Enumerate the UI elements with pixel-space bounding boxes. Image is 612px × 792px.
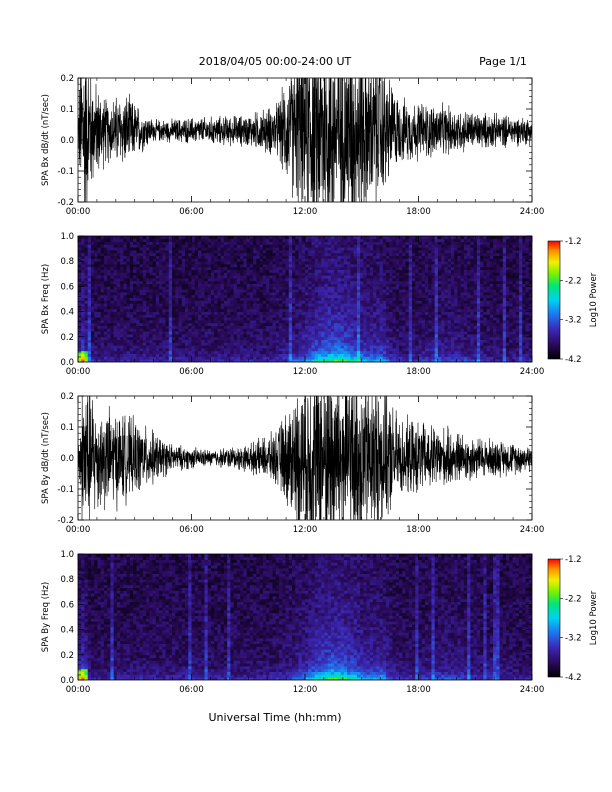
by-waveform-panel: 00:00 06:00 12:00 18:00 24:00 -0.2 -0.1 0.0 0.1 0…: [41, 392, 545, 535]
by-spectrogram-panel: 00:00 06:00 12:00 18:00 24:00 0.0 0.2 0.4 0.6 0.8…: [41, 550, 599, 695]
colorbar-tick-label: -3.2: [565, 634, 582, 644]
bx-spectrogram-panel: 00:00 06:00 12:00 18:00 24:00 0.0 0.2 0.4 0.6 0.8…: [41, 232, 599, 377]
colorbar: [547, 558, 561, 678]
colorbar-tick-label: -3.2: [565, 316, 582, 326]
spectrogram-cells: [78, 236, 532, 362]
y-tick-label: 0.4: [60, 626, 74, 636]
x-tick-label: 12:00: [293, 685, 318, 695]
y-tick-label: 1.0: [60, 550, 74, 560]
waveform-trace: [78, 78, 532, 202]
x-tick-label: 24:00: [520, 207, 545, 217]
x-tick-label: 06:00: [179, 207, 204, 217]
y-tick-label: 0.8: [60, 575, 74, 585]
colorbar-tick-label: -2.2: [565, 594, 582, 604]
x-tick-label: 24:00: [520, 367, 545, 377]
x-tick-label: 18:00: [406, 685, 431, 695]
spectrogram-cells: [78, 554, 532, 680]
x-tick-label: 24:00: [520, 685, 545, 695]
y-tick-label: 0.8: [60, 257, 74, 267]
x-tick-label: 12:00: [293, 525, 318, 535]
x-tick-label: 24:00: [520, 525, 545, 535]
y-tick-label: 0.2: [60, 333, 74, 343]
waveform-trace: [78, 396, 532, 520]
x-tick-label: 00:00: [66, 367, 91, 377]
x-tick-label: 06:00: [179, 685, 204, 695]
y-tick-label: 0.1: [60, 423, 74, 433]
y-tick-label: -0.2: [57, 516, 74, 526]
y-tick-label: 0.2: [60, 392, 74, 402]
x-tick-label: 12:00: [293, 367, 318, 377]
x-tick-label: 00:00: [66, 685, 91, 695]
y-tick-label: 0.0: [60, 358, 74, 368]
y-axis-label: SPA By dB/dt (nT/sec): [41, 412, 51, 504]
bx-waveform-panel: 00:00 06:00 12:00 18:00 24:00 -0.2 -0.1 0.0 0.1 0…: [41, 74, 545, 217]
colorbar-label: Log10 Power: [589, 272, 599, 327]
colorbar-tick-label: -2.2: [565, 276, 582, 286]
y-tick-label: 0.6: [60, 282, 74, 292]
x-tick-label: 18:00: [406, 207, 431, 217]
x-tick-label: 00:00: [66, 525, 91, 535]
y-tick-label: -0.2: [57, 198, 74, 208]
y-tick-label: 0.2: [60, 74, 74, 84]
y-tick-label: 0.2: [60, 651, 74, 661]
y-tick-label: 0.4: [60, 308, 74, 318]
colorbar-tick-label: -1.2: [565, 555, 582, 565]
colorbar-label: Log10 Power: [589, 590, 599, 645]
y-tick-label: 1.0: [60, 232, 74, 242]
y-tick-label: 0.0: [60, 136, 74, 146]
y-tick-label: 0.0: [60, 676, 74, 686]
y-tick-label: 0.0: [60, 454, 74, 464]
colorbar: [547, 240, 561, 360]
x-tick-label: 06:00: [179, 367, 204, 377]
colorbar-tick-label: -1.2: [565, 237, 582, 247]
y-axis-label: SPA Bx dB/dt (nT/sec): [41, 94, 51, 186]
x-tick-label: 18:00: [406, 525, 431, 535]
x-tick-label: 12:00: [293, 207, 318, 217]
x-tick-label: 00:00: [66, 207, 91, 217]
figure-title: 2018/04/05 00:00-24:00 UT: [199, 55, 352, 68]
y-axis-label: SPA Bx Freq (Hz): [41, 264, 51, 334]
colorbar-tick-label: -4.2: [565, 673, 582, 683]
y-tick-label: -0.1: [57, 485, 74, 495]
x-tick-label: 06:00: [179, 525, 204, 535]
y-tick-label: 0.6: [60, 600, 74, 610]
x-tick-label: 18:00: [406, 367, 431, 377]
y-tick-label: -0.1: [57, 167, 74, 177]
y-axis-label: SPA By Freq (Hz): [41, 582, 51, 652]
x-axis-title: Universal Time (hh:mm): [209, 711, 342, 724]
y-tick-label: 0.1: [60, 105, 74, 115]
page-indicator: Page 1/1: [479, 55, 527, 68]
colorbar-tick-label: -4.2: [565, 355, 582, 365]
